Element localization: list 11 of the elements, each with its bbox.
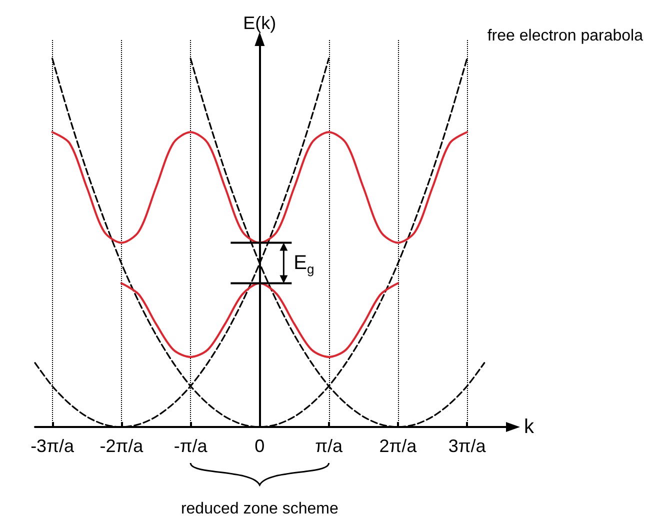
x-tick-label: π/a xyxy=(315,436,344,456)
x-tick-label: 3π/a xyxy=(448,436,487,456)
x-axis-title: k xyxy=(524,416,535,438)
y-axis-title: E(k) xyxy=(243,13,276,33)
text: reduced zone scheme xyxy=(180,500,338,518)
x-tick-label: -π/a xyxy=(174,436,208,456)
x-tick-label: -2π/a xyxy=(100,436,144,456)
text: free electron parabola xyxy=(487,28,644,44)
x-tick-label: -3π/a xyxy=(30,436,75,456)
x-tick-label: 0 xyxy=(254,436,265,456)
x-tick-label: 2π/a xyxy=(379,436,418,456)
